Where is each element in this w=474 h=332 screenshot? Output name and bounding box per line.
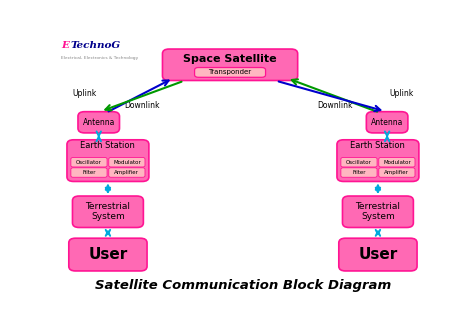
Text: Downlink: Downlink bbox=[125, 101, 160, 110]
Text: Satellite Communication Block Diagram: Satellite Communication Block Diagram bbox=[95, 279, 391, 291]
Text: Filter: Filter bbox=[82, 170, 96, 175]
Text: Uplink: Uplink bbox=[72, 89, 96, 98]
FancyBboxPatch shape bbox=[341, 168, 377, 177]
FancyBboxPatch shape bbox=[71, 168, 107, 177]
FancyBboxPatch shape bbox=[337, 140, 419, 182]
FancyBboxPatch shape bbox=[73, 196, 143, 227]
Text: E: E bbox=[61, 41, 69, 50]
Text: Terrestrial
System: Terrestrial System bbox=[356, 202, 401, 221]
FancyBboxPatch shape bbox=[379, 168, 415, 177]
Text: Terrestrial
System: Terrestrial System bbox=[85, 202, 130, 221]
FancyBboxPatch shape bbox=[78, 112, 119, 133]
Text: Earth Station: Earth Station bbox=[350, 141, 405, 150]
FancyBboxPatch shape bbox=[366, 112, 408, 133]
FancyBboxPatch shape bbox=[343, 196, 413, 227]
FancyBboxPatch shape bbox=[163, 49, 298, 80]
Text: Space Satellite: Space Satellite bbox=[183, 54, 277, 64]
Text: Antenna: Antenna bbox=[371, 118, 403, 127]
Text: Amplifier: Amplifier bbox=[114, 170, 139, 175]
FancyBboxPatch shape bbox=[109, 157, 145, 167]
Text: Uplink: Uplink bbox=[390, 89, 414, 98]
FancyBboxPatch shape bbox=[379, 157, 415, 167]
Text: Amplifier: Amplifier bbox=[384, 170, 410, 175]
Text: Electrical, Electronics & Technology: Electrical, Electronics & Technology bbox=[61, 56, 138, 60]
Text: Downlink: Downlink bbox=[317, 101, 353, 110]
Text: Modulator: Modulator bbox=[383, 160, 411, 165]
FancyBboxPatch shape bbox=[67, 140, 149, 182]
Text: Modulator: Modulator bbox=[113, 160, 141, 165]
FancyBboxPatch shape bbox=[339, 238, 417, 271]
Text: Oscillator: Oscillator bbox=[346, 160, 372, 165]
Text: Transponder: Transponder bbox=[209, 69, 252, 75]
Text: User: User bbox=[88, 247, 128, 262]
Text: Earth Station: Earth Station bbox=[81, 141, 136, 150]
FancyBboxPatch shape bbox=[341, 157, 377, 167]
FancyBboxPatch shape bbox=[109, 168, 145, 177]
Text: Oscillator: Oscillator bbox=[76, 160, 102, 165]
FancyBboxPatch shape bbox=[195, 67, 265, 77]
Text: Filter: Filter bbox=[352, 170, 366, 175]
FancyBboxPatch shape bbox=[69, 238, 147, 271]
Text: Antenna: Antenna bbox=[82, 118, 115, 127]
Text: TechnoG: TechnoG bbox=[71, 41, 121, 50]
FancyBboxPatch shape bbox=[71, 157, 107, 167]
Text: User: User bbox=[358, 247, 398, 262]
